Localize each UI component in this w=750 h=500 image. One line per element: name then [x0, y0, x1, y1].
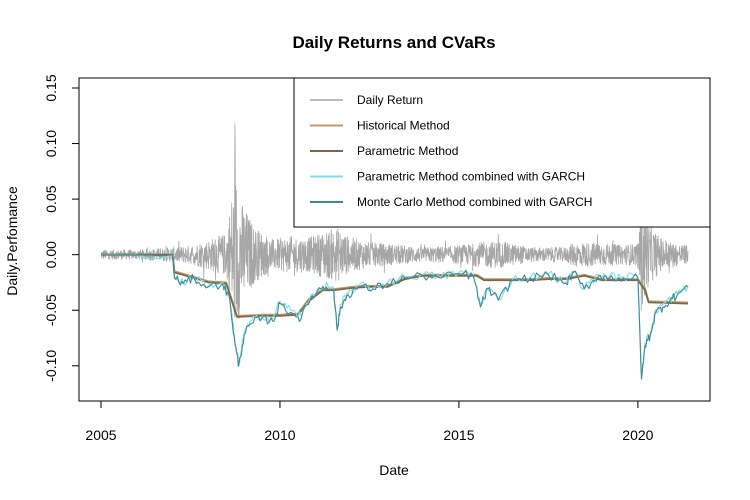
y-tick-label: 0.05 — [43, 185, 59, 212]
series-line-parametric-method — [101, 253, 689, 318]
x-axis-label: Date — [379, 462, 409, 478]
series-line-monte-carlo-method-combined-with-garch — [100, 254, 689, 380]
x-tick-label: 2005 — [85, 427, 116, 443]
chart-title: Daily Returns and CVaRs — [292, 33, 495, 52]
series-layer — [100, 123, 689, 380]
x-tick-label: 2010 — [264, 427, 295, 443]
legend-label: Historical Method — [357, 119, 450, 133]
y-tick-label: -0.10 — [43, 350, 59, 382]
y-tick-label: 0.00 — [43, 241, 59, 268]
x-tick-label: 2015 — [443, 427, 474, 443]
series-line-daily-return — [100, 123, 689, 320]
legend-items: Daily Return Historical Method Parametric … — [310, 93, 592, 209]
y-tick-label: -0.05 — [43, 294, 59, 326]
axis-layer: 2005 2010 2015 2020 -0.10 -0.05 0.00 0.05 0.10 0.… — [43, 74, 654, 443]
legend-label: Parametric Method — [357, 144, 458, 158]
legend-label: Monte Carlo Method combined with GARCH — [357, 195, 592, 209]
legend-label: Daily Return — [357, 93, 423, 107]
y-tick-label: 0.10 — [43, 130, 59, 157]
y-tick-label: 0.15 — [43, 74, 59, 101]
x-tick-label: 2020 — [622, 427, 653, 443]
legend: Daily Return Historical Method Parametric … — [293, 77, 711, 228]
legend-box — [293, 77, 711, 228]
legend-label: Parametric Method combined with GARCH — [357, 170, 585, 184]
y-axis-label: Daily.Perfomance — [4, 186, 20, 296]
